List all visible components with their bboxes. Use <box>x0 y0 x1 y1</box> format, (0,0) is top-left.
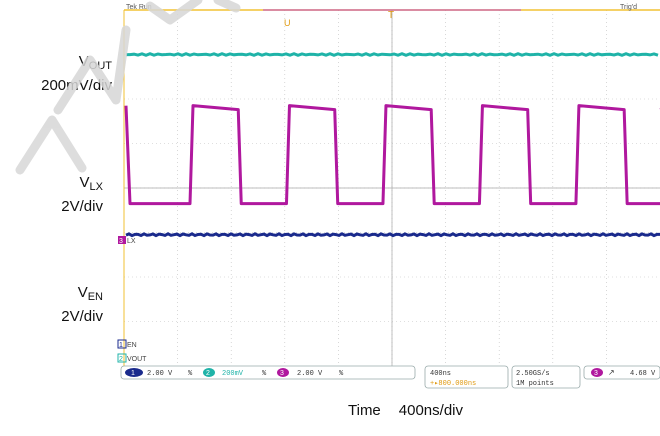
ch2-readout-num: 2 <box>206 370 210 377</box>
position-readout: +▸800.000ns <box>430 380 476 388</box>
trigger-ch-num: 3 <box>594 370 598 377</box>
vout-trace <box>126 54 658 56</box>
ch3-readout-num: 3 <box>280 370 284 377</box>
time-axis-label: Time 400ns/div <box>348 402 481 419</box>
ch3-readout-scale: 2.00 V <box>297 370 323 378</box>
ven-scale: 2V/div <box>0 307 103 326</box>
trigger-position-marker: T <box>388 10 394 21</box>
lx-marker: LX <box>127 238 136 245</box>
ch2-readout-scale: 200mV <box>222 370 244 378</box>
record-length-readout: 1M points <box>516 380 554 388</box>
timebase-readout: 400ns <box>430 370 451 378</box>
vlx-label: VLX 2V/div <box>0 173 103 216</box>
x-axis-title: Time <box>348 402 381 419</box>
ch1-marker: 1 <box>119 342 123 349</box>
ven-trace <box>126 234 660 236</box>
marker-u: U <box>284 18 291 28</box>
vout-label: VOUT 200mV/div <box>0 52 112 95</box>
run-status: Tek Run <box>126 4 152 11</box>
en-marker: EN <box>127 342 137 349</box>
trigger-state: Trig'd <box>620 4 637 11</box>
ven-label: VEN 2V/div <box>0 283 103 326</box>
vout-marker: VOUT <box>127 356 147 363</box>
x-axis-scale: 400ns/div <box>399 402 463 419</box>
ch1-readout-scale: 2.00 V <box>147 370 173 378</box>
trigger-level-readout: 4.68 V <box>630 370 656 378</box>
ch2-marker: 2 <box>119 356 123 363</box>
vout-scale: 200mV/div <box>0 76 112 95</box>
sample-rate-readout: 2.50GS/s <box>516 370 550 378</box>
trigger-slope-icon: ↗ <box>608 368 615 377</box>
vlx-scale: 2V/div <box>0 197 103 216</box>
ch1-readout-num: 1 <box>131 370 135 377</box>
ch3-marker: 3 <box>119 238 123 245</box>
